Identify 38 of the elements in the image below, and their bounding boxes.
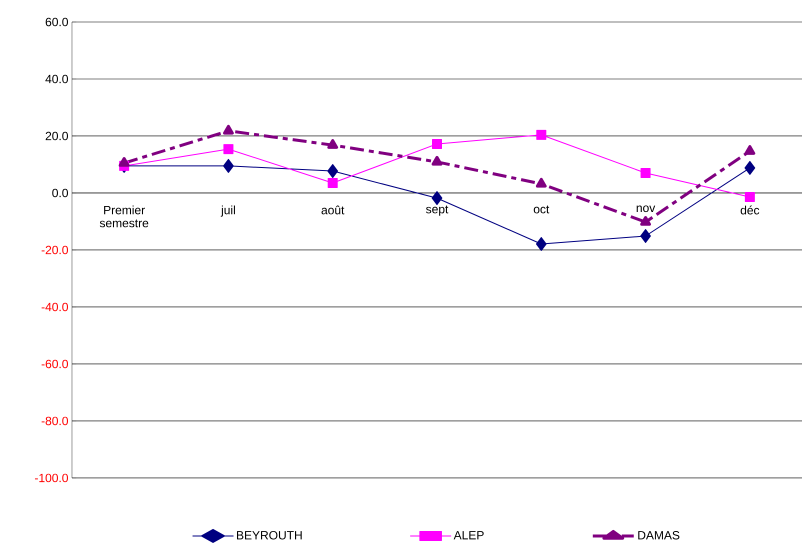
x-tick-label: juil: [220, 206, 235, 217]
point: [223, 124, 234, 135]
y-tick-label: -80.0: [42, 416, 68, 426]
y-tick-label: -60.0: [42, 360, 68, 368]
point: [328, 178, 338, 188]
legend-label: ALEP: [454, 531, 484, 540]
x-tick-label: nov: [636, 206, 656, 212]
legend-label: BEYROUTH: [237, 531, 302, 540]
point: [640, 168, 651, 178]
y-tick-label: -40.0: [42, 302, 68, 312]
point: [223, 158, 234, 173]
x-tick-label: sept: [426, 206, 448, 216]
y-tick-label: 0.0: [52, 188, 68, 198]
x-tick-label: août: [322, 206, 344, 214]
point: [744, 160, 756, 175]
point: [118, 157, 130, 167]
point: [536, 130, 546, 140]
point: [640, 229, 651, 244]
point: [223, 144, 234, 154]
point: [327, 164, 338, 178]
point: [640, 216, 651, 226]
point: [432, 156, 442, 166]
x-tick-label: déc: [740, 206, 760, 214]
x-tick-label: Premier semestre: [100, 206, 148, 228]
point: [536, 237, 547, 252]
point: [327, 139, 338, 149]
y-tick-label: 40.0: [45, 74, 68, 84]
point: [744, 145, 756, 155]
y-tick-label: 60.0: [46, 18, 68, 26]
point: [744, 192, 755, 202]
point: [536, 178, 547, 188]
y-tick-label: 20.0: [46, 132, 68, 140]
x-tick-label: oct: [534, 206, 550, 214]
point: [432, 138, 442, 149]
legend-label: DAMAS: [638, 531, 680, 540]
y-tick-label: -100.0: [34, 474, 68, 482]
point: [432, 191, 442, 206]
y-tick-label: -20.0: [42, 246, 68, 254]
